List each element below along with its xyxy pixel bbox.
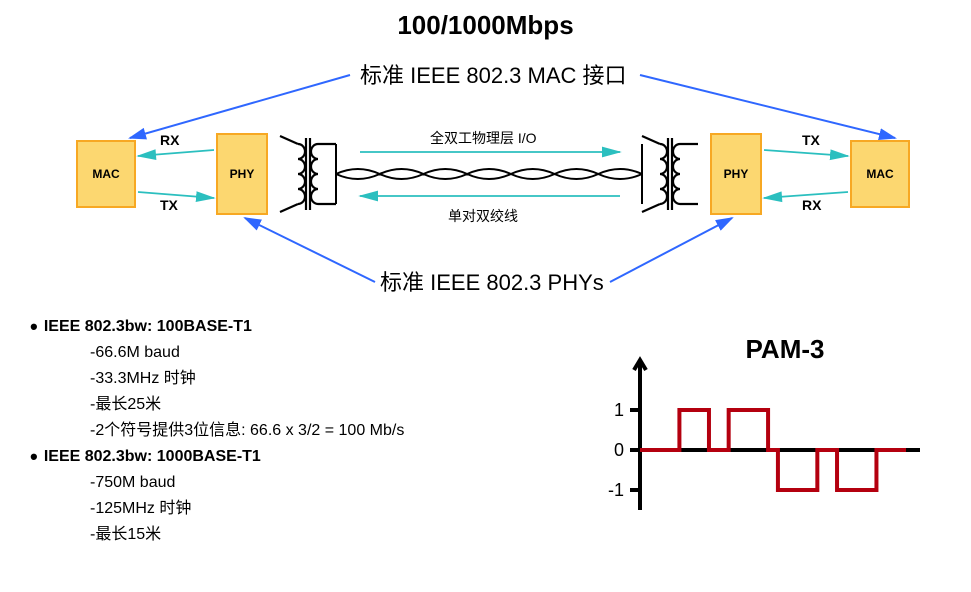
- spec-sub: -66.6M baud: [90, 344, 404, 362]
- spec-head: IEEE 802.3bw: 100BASE-T1: [30, 314, 404, 340]
- spec-sub: -2个符号提供3位信息: 66.6 x 3/2 = 100 Mb/s: [90, 416, 404, 440]
- spec-sub: -750M baud: [90, 474, 404, 492]
- spec-list: IEEE 802.3bw: 100BASE-T1 -66.6M baud -33.3…: [30, 310, 404, 546]
- spec-sub: -最长25米: [90, 390, 404, 414]
- pam3-ylabel: -1: [608, 480, 624, 500]
- diagram-svg: [0, 0, 971, 300]
- spec-sub: -125MHz 时钟: [90, 494, 404, 518]
- pam3-ylabel: 0: [614, 440, 624, 460]
- spec-sub: -最长15米: [90, 520, 404, 544]
- spec-head: IEEE 802.3bw: 1000BASE-T1: [30, 444, 404, 470]
- pam3-title: PAM-3: [746, 334, 825, 364]
- pam3-chart: PAM-3 1 0 -1: [570, 330, 940, 550]
- pam3-ylabel: 1: [614, 400, 624, 420]
- spec-sub: -33.3MHz 时钟: [90, 364, 404, 388]
